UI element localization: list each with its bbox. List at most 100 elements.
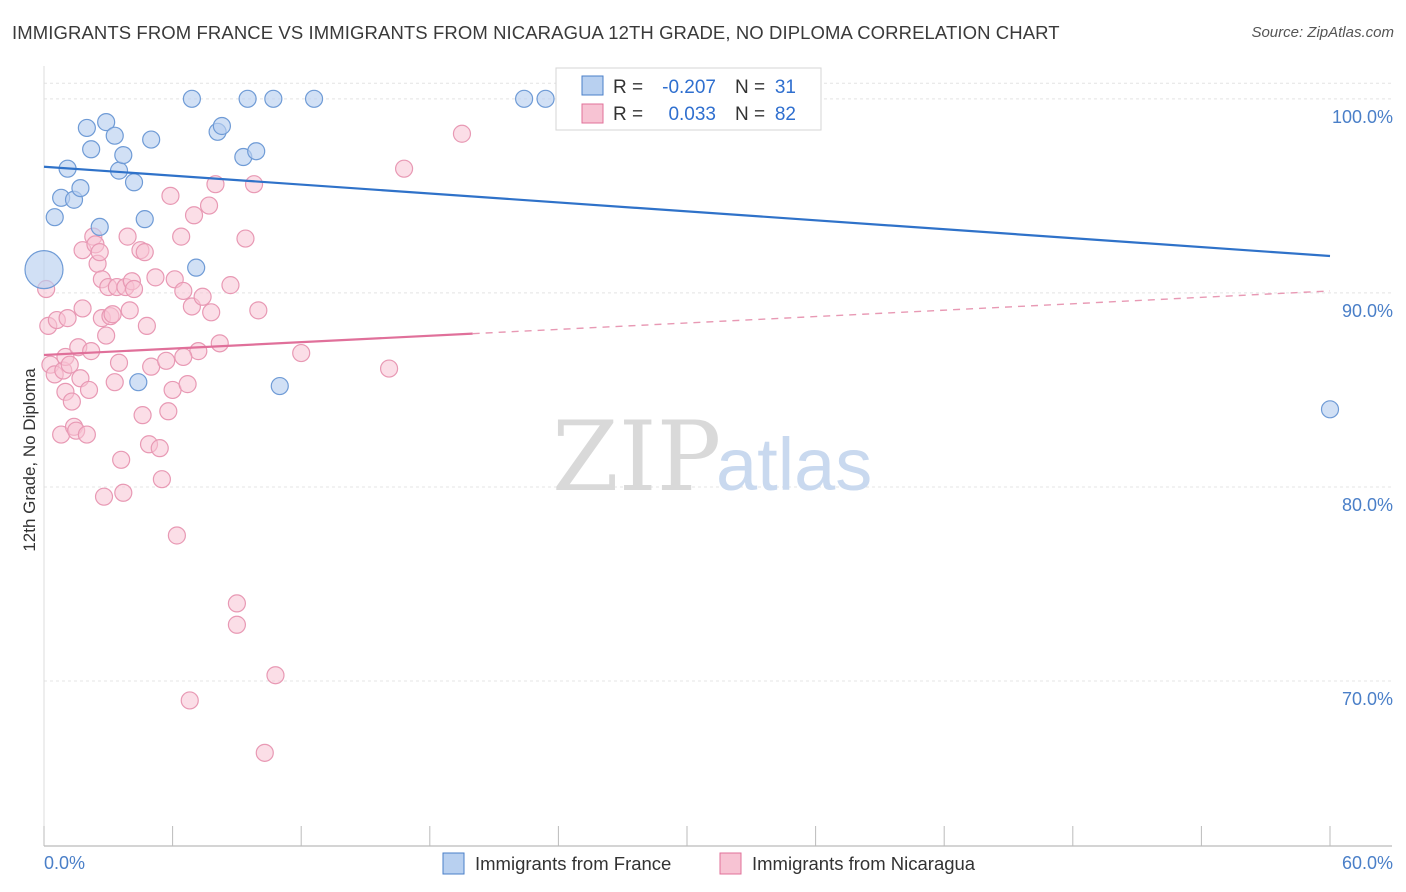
legend-r-france: -0.207: [662, 77, 716, 98]
source-credit: Source: ZipAtlas.com: [1251, 24, 1394, 41]
point-nicaragua: [109, 353, 129, 372]
point-france: [124, 173, 144, 192]
series-legend: Immigrants from France Immigrants from N…: [442, 852, 976, 875]
point-nicaragua: [178, 375, 197, 394]
point-nicaragua: [193, 287, 212, 306]
point-france: [97, 113, 116, 132]
point-nicaragua: [124, 279, 144, 299]
point-nicaragua: [77, 425, 96, 444]
point-nicaragua: [379, 359, 399, 378]
y-tick-label: 100.0%: [1332, 107, 1393, 127]
bottom-legend-france: Immigrants from France: [475, 853, 671, 874]
series-nicaragua-points: [37, 124, 472, 762]
point-nicaragua: [58, 309, 77, 328]
point-france: [90, 217, 109, 237]
legend-n-france: 31: [775, 77, 796, 98]
point-france: [82, 140, 101, 159]
bottom-legend-swatch-france: [442, 852, 465, 875]
point-france-large: [24, 250, 64, 290]
trend-line-france: [43, 165, 1331, 258]
point-nicaragua: [150, 439, 169, 458]
trend-line-nicaragua: [43, 332, 473, 357]
correlation-legend: R = -0.207 N = 31 R = 0.033 N = 82: [555, 67, 822, 131]
point-france: [304, 89, 324, 108]
point-nicaragua: [167, 526, 186, 545]
point-nicaragua: [292, 343, 311, 363]
x-tick-label-min: 0.0%: [44, 853, 85, 873]
legend-r-label-france: R =: [613, 77, 643, 98]
point-nicaragua: [112, 450, 131, 469]
point-france: [77, 118, 96, 138]
point-nicaragua: [236, 229, 255, 248]
point-france: [129, 373, 148, 392]
point-nicaragua: [94, 487, 114, 506]
point-nicaragua: [227, 594, 246, 613]
point-nicaragua: [244, 175, 264, 194]
point-nicaragua: [184, 206, 204, 225]
y-tick-label: 90.0%: [1342, 301, 1393, 321]
point-nicaragua: [97, 326, 116, 345]
point-nicaragua: [120, 301, 139, 320]
point-nicaragua: [255, 743, 274, 762]
point-nicaragua: [135, 243, 154, 262]
trend-lines: [43, 165, 1331, 357]
point-nicaragua: [73, 299, 92, 318]
point-france: [45, 208, 64, 227]
point-nicaragua: [172, 227, 191, 246]
point-france: [247, 142, 266, 161]
point-nicaragua: [60, 355, 79, 374]
point-france: [515, 89, 534, 108]
point-france: [142, 130, 161, 149]
watermark-zip: ZIP: [552, 401, 721, 513]
gridlines: [44, 82, 1392, 682]
legend-swatch-nicaragua: [581, 103, 604, 124]
point-nicaragua: [202, 303, 221, 322]
y-tick-label: 80.0%: [1342, 495, 1393, 515]
point-nicaragua: [118, 227, 137, 246]
point-nicaragua: [90, 243, 109, 262]
point-nicaragua: [180, 691, 199, 710]
point-nicaragua: [133, 406, 152, 425]
point-nicaragua: [161, 186, 180, 205]
point-france: [264, 89, 283, 108]
point-nicaragua: [266, 666, 285, 685]
point-nicaragua: [174, 347, 193, 367]
y-axis-label: 12th Grade, No Diploma: [20, 368, 39, 552]
point-nicaragua: [79, 380, 99, 400]
y-tick-labels: 70.0% 80.0% 90.0% 100.0%: [1332, 107, 1393, 709]
legend-n-nicaragua: 82: [775, 104, 796, 125]
point-france: [182, 89, 201, 108]
point-nicaragua: [452, 124, 472, 143]
bottom-legend-nicaragua: Immigrants from Nicaragua: [752, 853, 976, 874]
x-tick-labels: 0.0% 60.0%: [43, 826, 1393, 873]
point-nicaragua: [394, 159, 414, 178]
point-nicaragua: [146, 268, 165, 287]
legend-n-label-nicaragua: N =: [735, 104, 765, 125]
point-france: [71, 178, 90, 198]
point-nicaragua: [210, 334, 229, 353]
point-france: [212, 116, 231, 136]
point-france: [135, 210, 154, 229]
point-nicaragua: [174, 281, 193, 301]
point-france: [114, 145, 133, 165]
trend-line-nicaragua-extrapolated: [472, 290, 1331, 335]
y-tick-label: 70.0%: [1342, 689, 1393, 709]
point-nicaragua: [114, 483, 133, 502]
point-france: [105, 126, 124, 145]
point-france: [238, 89, 257, 108]
point-nicaragua: [152, 470, 171, 489]
point-nicaragua: [227, 615, 246, 634]
x-tick-label-max: 60.0%: [1342, 853, 1393, 873]
legend-r-label-nicaragua: R =: [613, 104, 643, 125]
series-france-points: [24, 89, 1340, 419]
point-france: [536, 89, 555, 108]
watermark: ZIP atlas: [552, 401, 872, 513]
legend-swatch-france: [581, 75, 604, 96]
legend-n-label-france: N =: [735, 77, 765, 98]
axes: [43, 66, 1392, 847]
point-france: [1320, 400, 1340, 419]
point-france: [270, 376, 289, 396]
point-nicaragua: [137, 316, 156, 335]
chart-title: IMMIGRANTS FROM FRANCE VS IMMIGRANTS FRO…: [12, 22, 1060, 43]
point-nicaragua: [103, 305, 122, 324]
